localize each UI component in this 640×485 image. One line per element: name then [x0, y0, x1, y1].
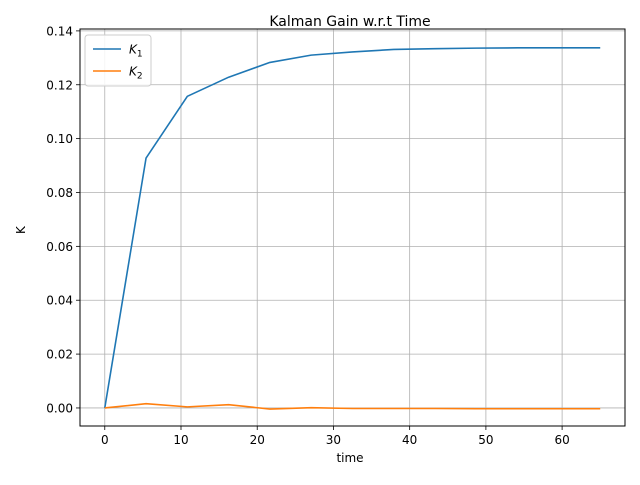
x-tick-label: 60	[554, 433, 569, 447]
y-tick-label: 0.14	[46, 24, 73, 38]
plot-area-frame	[79, 28, 626, 427]
y-tick-label: 0.10	[46, 132, 73, 146]
y-axis-label: K	[14, 225, 28, 234]
x-tick-label: 0	[101, 433, 109, 447]
y-tick-label: 0.06	[46, 240, 73, 254]
y-tick-label: 0.08	[46, 186, 73, 200]
grid-layer	[80, 29, 625, 426]
legend-label: K2	[129, 65, 143, 82]
y-tick-label: 0.12	[46, 78, 73, 92]
y-tick-label: 0.02	[46, 348, 73, 362]
x-tick-label: 10	[173, 433, 188, 447]
series-layer	[103, 47, 601, 410]
series-line-k1	[103, 47, 601, 409]
legend-label: K1	[129, 43, 143, 60]
x-tick-label: 50	[478, 433, 493, 447]
chart-title: Kalman Gain w.r.t Time	[269, 14, 430, 30]
legend-box	[84, 34, 152, 87]
tick-layer: 0 10 20 30 40 50 60 0.00 0.02 0.04 0.06 0.08 0.10 0.1…	[46, 24, 569, 447]
x-tick-label: 20	[250, 433, 265, 447]
x-tick-label: 40	[402, 433, 417, 447]
y-tick-label: 0.00	[46, 401, 73, 415]
series-line-k2	[104, 402, 601, 410]
y-tick-label: 0.04	[46, 294, 73, 308]
x-axis-label: time	[336, 451, 363, 465]
x-tick-label: 30	[326, 433, 341, 447]
